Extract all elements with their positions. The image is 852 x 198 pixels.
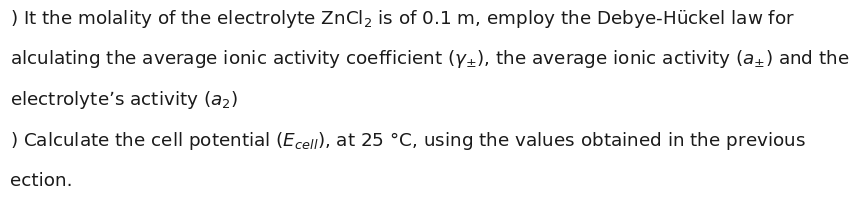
Text: alculating the average ionic activity coefficient ($\gamma_{\pm}$), the average : alculating the average ionic activity co… [10, 48, 849, 70]
Text: ) It the molality of the electrolyte ZnCl$_2$ is of 0.1 m, employ the Debye-Hück: ) It the molality of the electrolyte ZnC… [10, 8, 796, 30]
Text: ) Calculate the cell potential ($E_{cell}$), at 25 °C, using the values obtained: ) Calculate the cell potential ($E_{cell… [10, 129, 806, 151]
Text: ection.: ection. [10, 172, 72, 190]
Text: electrolyte’s activity ($a_2$): electrolyte’s activity ($a_2$) [10, 89, 238, 111]
